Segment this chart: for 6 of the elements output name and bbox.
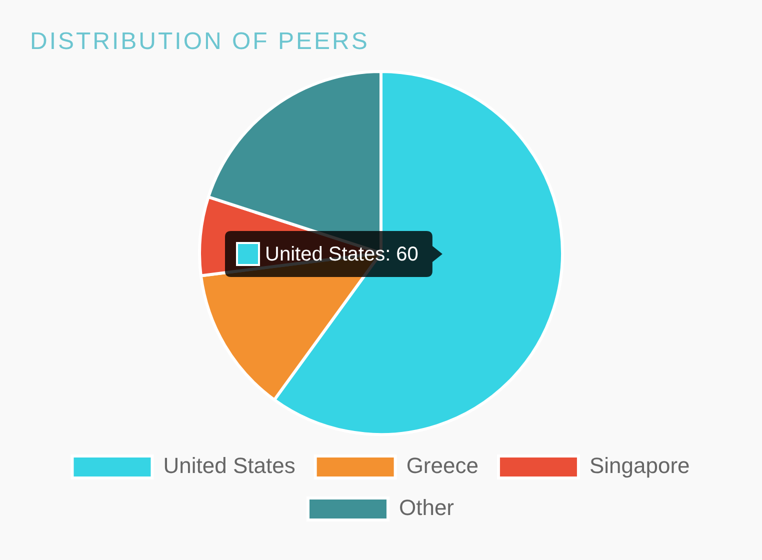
legend-label: Greece [406,453,478,478]
text: United States: 60 [265,244,418,266]
legend-label: Singapore [589,453,690,478]
legend-label: United States [163,453,296,478]
legend-label: Other [398,495,454,520]
chart-title: DISTRIBUTION OF PEERS [30,28,370,56]
